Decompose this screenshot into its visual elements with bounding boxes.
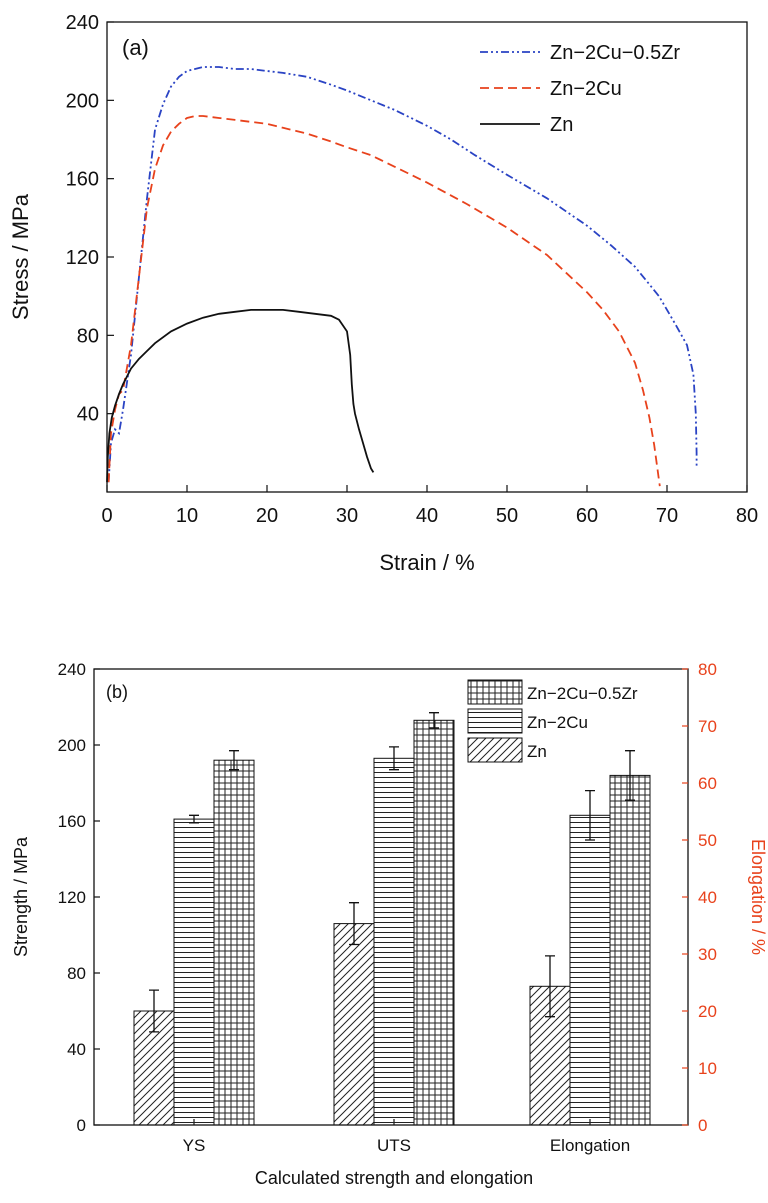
bar-uts-zn-2cu xyxy=(373,757,415,1126)
panel-b-ytick-label: 160 xyxy=(58,812,86,831)
panel-b-ytick-label: 200 xyxy=(58,736,86,755)
panel-a-ylabel: Stress / MPa xyxy=(8,193,33,320)
panel-b-y2tick-label: 70 xyxy=(698,717,717,736)
panel-b-y2tick-label: 20 xyxy=(698,1002,717,1021)
legend-swatch-zn xyxy=(467,737,523,763)
panel-b-y2tick-label: 0 xyxy=(698,1116,707,1135)
panel-a-ytick-label: 200 xyxy=(66,90,99,112)
panel-a-frame xyxy=(106,21,748,493)
legend-label-zn: Zn xyxy=(550,114,573,136)
bar-elongation-zn-2cu xyxy=(569,814,611,1126)
panel-a-ytick-label: 240 xyxy=(66,12,99,34)
bar-uts-zn-2cu-0-5zr xyxy=(413,719,455,1126)
series-line-zn-2cu xyxy=(107,115,661,487)
panel-a-xtick-label: 50 xyxy=(496,505,518,527)
errorbar-uts-zn-2cu xyxy=(389,746,399,771)
panel-a-stress-strain-chart: 0 10 20 30 40 50 60 70 80 40 80 120 160 200 240 (a) Zn… xyxy=(8,12,758,575)
panel-a-label: (a) xyxy=(122,35,149,60)
series-line-zn-2cu-0-5zr xyxy=(107,66,698,483)
panel-a-ytick-label: 160 xyxy=(66,169,99,191)
panel-b-xlabel: Calculated strength and elongation xyxy=(255,1168,533,1188)
panel-b-ytick-label: 240 xyxy=(58,660,86,679)
panel-b-y2tick-label: 10 xyxy=(698,1059,717,1078)
panel-b-y2tick-label: 50 xyxy=(698,831,717,850)
legend-label-zn-2cu-0-5zr: Zn−2Cu−0.5Zr xyxy=(527,684,638,703)
panel-b-xtick-label: YS xyxy=(183,1136,206,1155)
panel-b-ylabel: Strength / MPa xyxy=(11,836,31,957)
errorbar-uts-zn-2cu-0-5zr xyxy=(429,712,439,729)
errorbar-uts-zn xyxy=(349,902,359,946)
errorbar-ys-zn-2cu xyxy=(189,814,199,824)
errorbar-elongation-zn xyxy=(545,955,555,1018)
bar-ys-zn-2cu-0-5zr xyxy=(213,759,255,1126)
legend-label-zn-2cu: Zn−2Cu xyxy=(550,78,622,100)
panel-b-y2tick-label: 40 xyxy=(698,888,717,907)
errorbar-ys-zn-2cu-0-5zr xyxy=(229,750,239,771)
panel-b-xtick-label: UTS xyxy=(377,1136,411,1155)
panel-b-ytick-label: 80 xyxy=(67,964,86,983)
panel-b-label: (b) xyxy=(106,682,128,702)
panel-a-xtick-label: 30 xyxy=(336,505,358,527)
panel-a-xlabel: Strain / % xyxy=(379,550,474,575)
legend-swatch-zn-2cu xyxy=(467,708,523,734)
panel-b-y2tick-label: 60 xyxy=(698,774,717,793)
panel-b-y2tick-label: 30 xyxy=(698,945,717,964)
bar-ys-zn-2cu xyxy=(173,818,215,1126)
legend-swatch-zn-2cu-0-5zr xyxy=(467,679,523,705)
panel-a-xtick-label: 70 xyxy=(656,505,678,527)
panel-a-ytick-label: 80 xyxy=(77,325,99,347)
panel-a-xtick-label: 20 xyxy=(256,505,278,527)
errorbar-elongation-zn-2cu-0-5zr xyxy=(625,750,635,801)
legend-label-zn-2cu: Zn−2Cu xyxy=(527,713,588,732)
panel-b-ytick-label: 120 xyxy=(58,888,86,907)
panel-b-y2tick-label: 80 xyxy=(698,660,717,679)
panel-a-xtick-label: 0 xyxy=(101,505,112,527)
bar-elongation-zn-2cu-0-5zr xyxy=(609,774,651,1126)
errorbar-ys-zn xyxy=(149,989,159,1033)
panel-b-ytick-label: 40 xyxy=(67,1040,86,1059)
errorbar-elongation-zn-2cu xyxy=(585,789,595,841)
panel-a-ytick-label: 40 xyxy=(77,404,99,426)
panel-a-xtick-label: 60 xyxy=(576,505,598,527)
series-line-zn xyxy=(106,309,375,483)
panel-a-xtick-label: 80 xyxy=(736,505,758,527)
panel-a-xtick-label: 10 xyxy=(176,505,198,527)
panel-a-ytick-label: 120 xyxy=(66,247,99,269)
panel-b-y2label: Elongation / % xyxy=(748,839,768,955)
legend-label-zn: Zn xyxy=(527,742,547,761)
bar-uts-zn xyxy=(333,923,375,1126)
panel-b-strength-bar-chart: 0 40 80 120 160 200 240 0 10 20 30 40 50 60 70 80 YS UTS E… xyxy=(11,660,768,1188)
panel-b-xtick-label: Elongation xyxy=(550,1136,630,1155)
legend-label-zn-2cu-0-5zr: Zn−2Cu−0.5Zr xyxy=(550,42,680,64)
panel-a-xtick-label: 40 xyxy=(416,505,438,527)
panel-b-ytick-label: 0 xyxy=(77,1116,86,1135)
